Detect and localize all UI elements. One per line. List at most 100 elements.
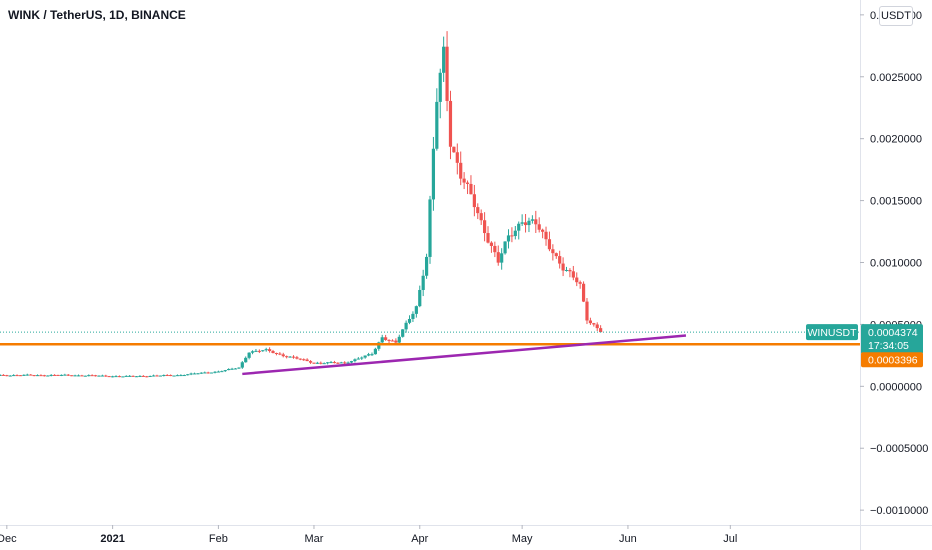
candle-body xyxy=(111,376,115,378)
x-tick-label: Feb xyxy=(209,533,228,545)
candle-body xyxy=(554,253,558,257)
last-price-value: 0.0004374 xyxy=(868,327,918,339)
candle-body xyxy=(558,256,562,264)
candle-body xyxy=(312,362,316,364)
candle-body xyxy=(134,376,139,378)
candle-body xyxy=(575,277,579,283)
candle-body xyxy=(250,351,255,353)
y-tick-label: −0.0005000 xyxy=(870,443,928,455)
x-tick-label: Jul xyxy=(723,533,737,545)
trendline[interactable] xyxy=(242,334,687,376)
x-tick-label: Dec xyxy=(0,533,17,545)
candle-body xyxy=(370,354,374,356)
x-tick-label: Mar xyxy=(304,533,323,545)
candle-body xyxy=(428,199,432,257)
candle-body xyxy=(264,349,268,351)
y-tick-label: 0.0020000 xyxy=(870,134,922,146)
y-tick-label: 0.0010000 xyxy=(870,258,922,270)
candle-body xyxy=(121,376,125,378)
candle-body xyxy=(363,355,367,358)
candle-body xyxy=(165,375,169,377)
candle-body xyxy=(158,375,162,377)
candle-body xyxy=(230,368,234,370)
candle-body xyxy=(353,359,357,362)
candle-body xyxy=(493,245,497,253)
candle-body xyxy=(315,362,319,364)
symbol-badge xyxy=(806,324,858,341)
candle-body xyxy=(131,375,135,377)
candle-body xyxy=(455,152,459,163)
candle-body xyxy=(346,362,350,364)
candle-body xyxy=(479,213,483,221)
candle-body xyxy=(32,375,36,377)
candle-body xyxy=(421,275,425,290)
candle-body xyxy=(599,328,603,333)
candle-body xyxy=(510,235,514,237)
y-tick-label: 0.0000000 xyxy=(870,381,922,393)
candle-body xyxy=(80,375,84,377)
candle-body xyxy=(192,373,197,375)
candle-body xyxy=(465,182,470,184)
candle-body xyxy=(336,362,340,364)
candle-body xyxy=(520,222,524,224)
candle-body xyxy=(189,373,193,375)
candle-body xyxy=(87,375,91,377)
candle-body xyxy=(513,230,517,237)
candle-body xyxy=(564,269,569,271)
candle-body xyxy=(571,271,575,278)
candle-body xyxy=(414,306,418,314)
y-tick-label: 0.0025000 xyxy=(870,72,922,84)
candle-body xyxy=(182,375,186,377)
candle-body xyxy=(216,371,221,373)
candle-body xyxy=(339,362,343,364)
candle-body xyxy=(15,375,19,377)
candle-body xyxy=(223,370,227,372)
candle-body xyxy=(162,375,166,377)
candle-body xyxy=(390,340,395,342)
candle-body xyxy=(66,374,70,376)
last-price-label xyxy=(861,324,923,355)
x-tick-label: May xyxy=(512,533,533,545)
candle-body xyxy=(247,352,251,358)
candle-body xyxy=(459,162,463,179)
candle-body xyxy=(308,361,313,363)
candle-body xyxy=(506,235,511,242)
candle-body xyxy=(411,313,415,319)
candle-body xyxy=(302,359,306,361)
candle-body xyxy=(274,352,279,354)
candle-body xyxy=(25,374,29,376)
candle-body xyxy=(448,100,453,147)
symbol-badge-label: WINUSDT xyxy=(808,327,858,339)
candle-body xyxy=(472,194,476,208)
currency-button[interactable]: USDT xyxy=(879,6,913,26)
candle-body xyxy=(329,362,333,364)
candle-body xyxy=(462,178,466,183)
candle-body xyxy=(373,348,377,355)
candle-body xyxy=(322,363,326,365)
candle-body xyxy=(240,362,244,368)
y-tick-label: −0.0010000 xyxy=(870,505,928,517)
candle-body xyxy=(547,239,552,250)
candle-body xyxy=(18,375,23,377)
candle-body xyxy=(100,375,104,377)
x-tick-label: Jun xyxy=(619,533,637,545)
candle-body xyxy=(517,223,521,231)
candle-body xyxy=(278,353,282,355)
candle-body xyxy=(76,375,81,377)
candle-body xyxy=(22,374,26,376)
candle-body xyxy=(0,374,2,376)
horizontal-level-value: 0.0003396 xyxy=(868,354,918,366)
candle-body xyxy=(53,374,57,376)
candle-body xyxy=(83,375,87,377)
candle-body xyxy=(544,231,548,240)
candle-body xyxy=(209,372,214,374)
candle-body xyxy=(581,283,586,302)
symbol-title: WINK / TetherUS, 1D, BINANCE xyxy=(8,8,186,22)
candle-body xyxy=(503,241,507,254)
candle-body xyxy=(206,372,210,374)
candle-body xyxy=(483,220,487,234)
candle-body xyxy=(404,322,408,330)
candle-body xyxy=(93,375,98,377)
candle-body xyxy=(387,339,391,341)
